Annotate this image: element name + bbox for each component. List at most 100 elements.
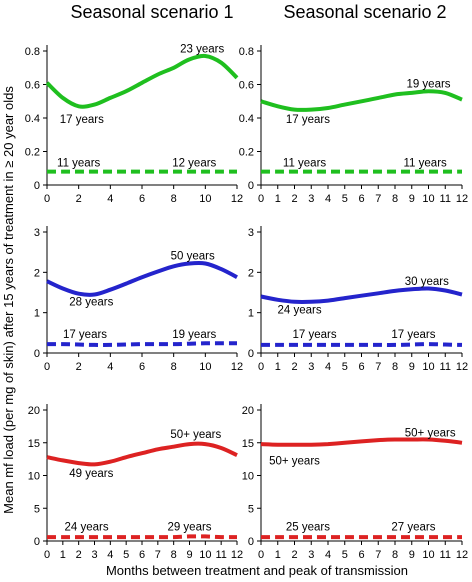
y-tick-label: 0 — [34, 180, 40, 192]
annotation-label: 27 years — [391, 522, 435, 534]
annotation-label: 19 years — [406, 79, 450, 91]
y-tick-label: 15 — [242, 438, 254, 450]
annotation-label: 24 years — [277, 304, 321, 316]
y-axis-title: Mean mf load (per mg of skin) after 15 y… — [1, 86, 16, 514]
annotation-label: 11 years — [57, 157, 101, 169]
x-tick-label: 12 — [231, 361, 243, 373]
annotation-label: 28 years — [69, 296, 113, 308]
annotation-label: 50+ years — [405, 427, 456, 439]
x-tick-label: 1 — [275, 193, 281, 205]
x-tick-label: 6 — [139, 361, 145, 373]
x-tick-label: 5 — [123, 549, 129, 561]
x-tick-label: 10 — [199, 549, 211, 561]
solid-series-line — [260, 437, 463, 447]
y-tick-label: 2 — [248, 267, 254, 279]
y-tick-label: 0.2 — [239, 147, 254, 159]
x-tick-label: 3 — [308, 361, 314, 373]
annotation-label: 17 years — [60, 114, 104, 126]
x-tick-label: 7 — [375, 361, 381, 373]
annotation-label: 12 years — [172, 157, 216, 169]
x-tick-label: 5 — [342, 549, 348, 561]
x-tick-label: 2 — [291, 193, 297, 205]
x-tick-label: 12 — [456, 193, 468, 205]
x-tick-label: 1 — [60, 549, 66, 561]
x-tick-label: 9 — [186, 549, 192, 561]
x-tick-label: 8 — [171, 549, 177, 561]
solid-series-line — [45, 53, 239, 109]
dashed-series-line — [261, 342, 463, 347]
y-tick-label: 0.4 — [239, 113, 254, 125]
annotation-label: 49 years — [69, 468, 113, 480]
x-tick-label: 2 — [76, 193, 82, 205]
annotation-label: 23 years — [180, 43, 224, 55]
annotation-label: 50+ years — [170, 429, 221, 441]
y-tick-label: 0.6 — [239, 80, 254, 92]
annotation-label: 25 years — [286, 522, 330, 534]
y-tick-label: 0.6 — [25, 80, 40, 92]
solid-series-line — [46, 260, 238, 297]
x-tick-label: 7 — [375, 549, 381, 561]
y-tick-label: 3 — [248, 227, 254, 239]
x-tick-label: 4 — [107, 361, 113, 373]
x-tick-label: 6 — [358, 361, 364, 373]
y-tick-label: 0.8 — [239, 46, 254, 58]
y-tick-label: 5 — [34, 503, 40, 515]
x-tick-label: 0 — [258, 361, 264, 373]
x-tick-label: 3 — [308, 549, 314, 561]
annotation-label: 30 years — [405, 276, 449, 288]
x-tick-label: 4 — [107, 549, 113, 561]
y-tick-label: 20 — [28, 405, 40, 417]
x-tick-label: 2 — [76, 361, 82, 373]
y-tick-label: 20 — [242, 405, 254, 417]
x-tick-label: 12 — [231, 193, 243, 205]
x-tick-label: 0 — [44, 549, 50, 561]
solid-series-line — [260, 89, 463, 112]
x-axis-title: Months between treatment and peak of tra… — [106, 563, 408, 578]
y-tick-label: 10 — [242, 471, 254, 483]
x-tick-label: 10 — [422, 193, 434, 205]
x-tick-label: 10 — [199, 361, 211, 373]
x-tick-label: 3 — [91, 549, 97, 561]
x-tick-label: 4 — [107, 193, 113, 205]
x-tick-label: 2 — [76, 549, 82, 561]
x-tick-label: 10 — [422, 549, 434, 561]
x-tick-label: 6 — [358, 193, 364, 205]
x-tick-label: 3 — [308, 193, 314, 205]
dashed-series-line — [47, 534, 238, 540]
x-tick-label: 11 — [440, 193, 451, 205]
x-tick-label: 0 — [258, 549, 264, 561]
x-tick-label: 9 — [409, 549, 415, 561]
x-tick-label: 2 — [291, 549, 297, 561]
x-tick-label: 8 — [392, 361, 398, 373]
x-tick-label: 8 — [392, 549, 398, 561]
y-tick-label: 1 — [34, 308, 40, 320]
x-tick-label: 5 — [342, 193, 348, 205]
y-tick-label: 0.4 — [25, 113, 40, 125]
x-tick-label: 6 — [139, 193, 145, 205]
x-tick-label: 8 — [171, 193, 177, 205]
annotation-label: 29 years — [167, 522, 211, 534]
x-tick-label: 11 — [215, 549, 226, 561]
dashed-series-line — [47, 341, 237, 347]
x-tick-label: 11 — [440, 549, 451, 561]
y-tick-label: 1 — [248, 308, 254, 320]
annotation-label: 24 years — [65, 522, 109, 534]
x-tick-label: 12 — [456, 361, 468, 373]
x-tick-label: 7 — [375, 193, 381, 205]
x-tick-label: 5 — [342, 361, 348, 373]
column-title-2: Seasonal scenario 2 — [283, 2, 446, 22]
annotation-label: 50 years — [171, 250, 215, 262]
annotation-label: 11 years — [404, 157, 448, 169]
x-tick-label: 6 — [358, 549, 364, 561]
y-tick-label: 0 — [34, 536, 40, 548]
x-tick-label: 9 — [409, 193, 415, 205]
y-tick-label: 0.8 — [25, 46, 40, 58]
y-tick-label: 2 — [34, 267, 40, 279]
x-tick-label: 8 — [171, 361, 177, 373]
solid-series-line — [46, 441, 238, 467]
x-tick-label: 9 — [409, 361, 415, 373]
